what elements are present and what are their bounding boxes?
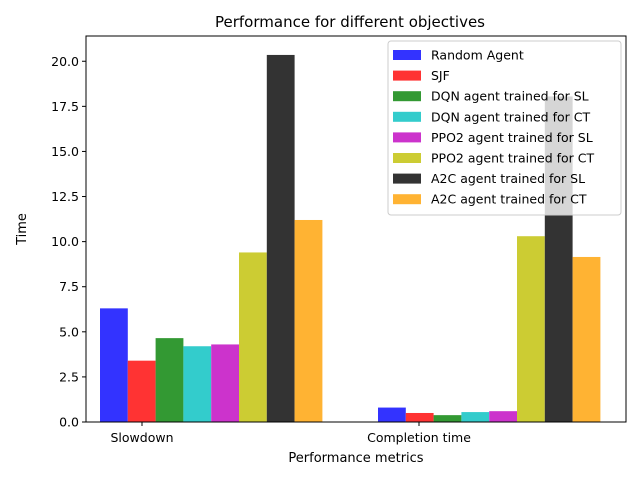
- x-tick-label: Completion time: [367, 430, 471, 445]
- legend-label: DQN agent trained for CT: [431, 109, 590, 124]
- legend-label: Random Agent: [431, 48, 524, 63]
- bar: [517, 236, 545, 422]
- y-tick-label: 20.0: [51, 54, 79, 69]
- legend-box: [387, 40, 622, 216]
- bar: [489, 411, 517, 422]
- legend: Random Agent SJF DQN agent trained for SL D…: [387, 40, 622, 216]
- bar: [461, 412, 490, 422]
- legend-label: A2C agent trained for CT: [431, 192, 587, 207]
- legend-swatch: [393, 70, 421, 81]
- bar: [266, 54, 295, 422]
- bars-group: [100, 54, 601, 423]
- legend-swatch: [393, 153, 421, 163]
- bar: [405, 412, 434, 422]
- bar: [294, 219, 323, 422]
- bar: [100, 308, 128, 422]
- legend-swatch: [393, 173, 421, 184]
- y-tick-label: 15.0: [51, 144, 79, 159]
- bar: [127, 360, 156, 422]
- bar: [572, 256, 601, 422]
- legend-swatch: [393, 91, 421, 102]
- y-axis: 0.0 2.5 5.0 7.5 10.0 12.5 15.0 17.5 20.0: [51, 54, 86, 430]
- legend-swatch: [393, 50, 421, 60]
- legend-swatch: [393, 194, 421, 205]
- bar: [155, 338, 184, 422]
- y-tick-label: 2.5: [59, 369, 79, 384]
- legend-label: PPO2 agent trained for SL: [431, 130, 593, 145]
- chart-title: Performance for different objectives: [215, 13, 485, 31]
- legend-swatch: [393, 111, 421, 122]
- legend-label: PPO2 agent trained for CT: [431, 151, 595, 166]
- y-tick-label: 0.0: [59, 415, 79, 430]
- bar: [433, 415, 462, 422]
- bar: [239, 252, 267, 422]
- bar: [211, 344, 239, 422]
- legend-swatch: [393, 132, 421, 143]
- y-tick-label: 5.0: [59, 324, 79, 339]
- legend-label: DQN agent trained for SL: [431, 89, 589, 104]
- bar: [378, 407, 406, 422]
- x-tick-label: Slowdown: [110, 430, 173, 445]
- x-axis-label: Performance metrics: [288, 451, 423, 466]
- legend-label: A2C agent trained for SL: [431, 171, 585, 186]
- legend-label: SJF: [431, 68, 450, 83]
- y-tick-label: 10.0: [51, 234, 79, 249]
- y-tick-label: 17.5: [51, 99, 79, 114]
- y-tick-label: 12.5: [51, 189, 79, 204]
- plot-frame: [85, 35, 627, 423]
- y-tick-label: 7.5: [59, 279, 79, 294]
- y-axis-label: Time: [15, 213, 30, 246]
- x-axis: Slowdown Completion time: [110, 422, 471, 445]
- bar: [183, 346, 212, 422]
